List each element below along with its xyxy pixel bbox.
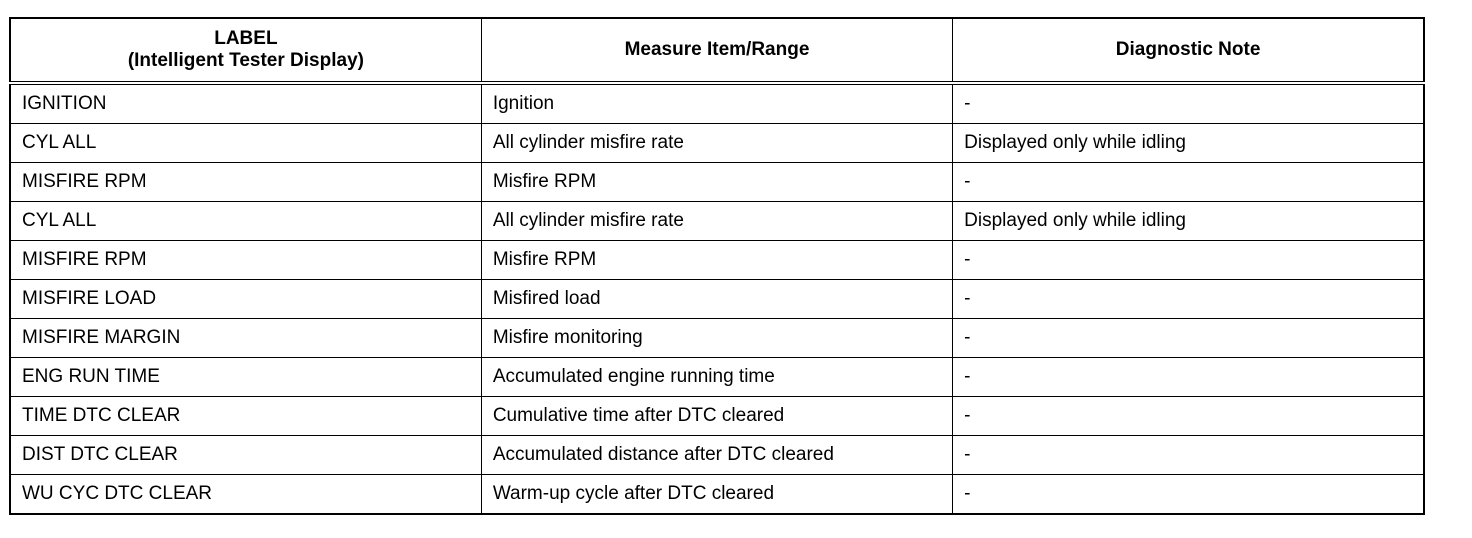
header-line: LABEL	[214, 28, 278, 49]
table-row: ENG RUN TIME Accumulated engine running t…	[9, 357, 1425, 397]
cell-diagnostic-note: -	[952, 240, 1425, 280]
cell-diagnostic-note: -	[952, 474, 1425, 515]
cell-label: MISFIRE MARGIN	[9, 318, 482, 358]
cell-measure-item: Cumulative time after DTC cleared	[480, 396, 954, 436]
cell-measure-item: Misfire monitoring	[480, 318, 954, 358]
table-row: DIST DTC CLEAR Accumulated distance after…	[9, 435, 1425, 475]
table-row: TIME DTC CLEAR Cumulative time after DTC …	[9, 396, 1425, 436]
cell-measure-item: Ignition	[480, 82, 954, 124]
table-row: MISFIRE MARGIN Misfire monitoring -	[9, 318, 1425, 358]
table-row: IGNITION Ignition -	[9, 82, 1425, 124]
cell-label: CYL ALL	[9, 123, 482, 163]
table-row: MISFIRE LOAD Misfired load -	[9, 279, 1425, 319]
cell-label: MISFIRE RPM	[9, 162, 482, 202]
cell-measure-item: Accumulated engine running time	[480, 357, 954, 397]
cell-label: IGNITION	[9, 82, 482, 124]
cell-label: MISFIRE LOAD	[9, 279, 482, 319]
cell-label: DIST DTC CLEAR	[9, 435, 482, 475]
header-diagnostic-note: Diagnostic Note	[952, 17, 1425, 85]
table-row: MISFIRE RPM Misfire RPM -	[9, 240, 1425, 280]
cell-measure-item: All cylinder misfire rate	[480, 201, 954, 241]
cell-diagnostic-note: -	[952, 162, 1425, 202]
table-row: WU CYC DTC CLEAR Warm-up cycle after DTC …	[9, 474, 1425, 515]
cell-diagnostic-note: -	[952, 318, 1425, 358]
header-label: LABEL (Intelligent Tester Display)	[9, 17, 482, 85]
header-row: LABEL (Intelligent Tester Display) Measur…	[9, 17, 1425, 85]
cell-diagnostic-note: -	[952, 396, 1425, 436]
cell-diagnostic-note: Displayed only while idling	[952, 201, 1425, 241]
cell-label: ENG RUN TIME	[9, 357, 482, 397]
cell-measure-item: Misfire RPM	[480, 162, 954, 202]
header-measure-item: Measure Item/Range	[480, 17, 954, 85]
cell-diagnostic-note: -	[952, 357, 1425, 397]
table-row: CYL ALL All cylinder misfire rate Displaye…	[9, 123, 1425, 163]
cell-measure-item: Accumulated distance after DTC cleared	[480, 435, 954, 475]
cell-diagnostic-note: -	[952, 435, 1425, 475]
cell-measure-item: All cylinder misfire rate	[480, 123, 954, 163]
cell-label: CYL ALL	[9, 201, 482, 241]
cell-label: TIME DTC CLEAR	[9, 396, 482, 436]
cell-measure-item: Warm-up cycle after DTC cleared	[480, 474, 954, 515]
cell-diagnostic-note: -	[952, 279, 1425, 319]
header-line: (Intelligent Tester Display)	[127, 50, 364, 71]
cell-diagnostic-note: -	[952, 82, 1425, 124]
cell-label: WU CYC DTC CLEAR	[9, 474, 482, 515]
cell-label: MISFIRE RPM	[9, 240, 482, 280]
table-row: CYL ALL All cylinder misfire rate Displaye…	[9, 201, 1425, 241]
table-row: MISFIRE RPM Misfire RPM -	[9, 162, 1425, 202]
cell-measure-item: Misfire RPM	[480, 240, 954, 280]
cell-diagnostic-note: Displayed only while idling	[952, 123, 1425, 163]
data-list-table: LABEL (Intelligent Tester Display) Measur…	[9, 17, 1425, 515]
cell-measure-item: Misfired load	[480, 279, 954, 319]
